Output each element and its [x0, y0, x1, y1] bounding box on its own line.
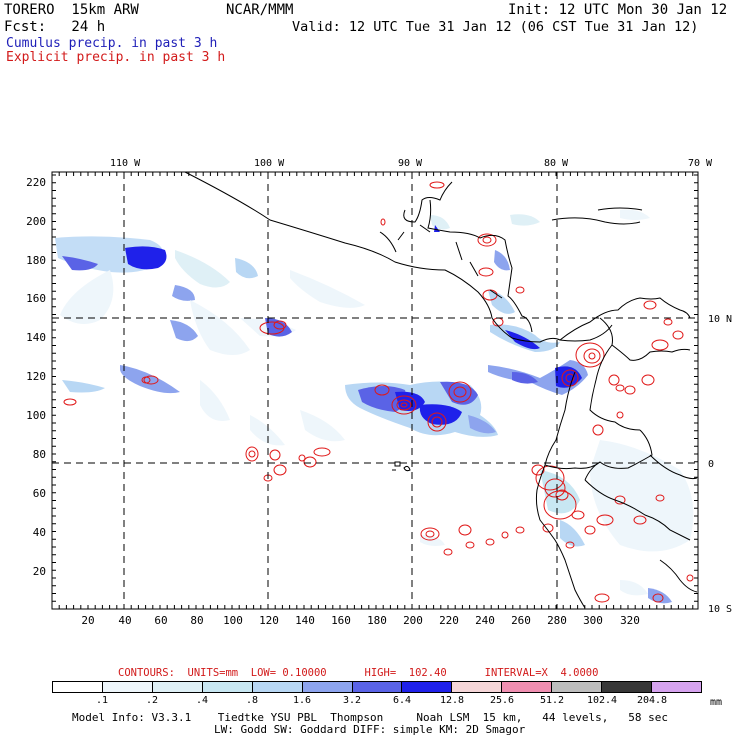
y-tick-label: 200 [26, 215, 46, 228]
lat-label-10s: 10 S [708, 604, 732, 615]
model-info: Model Info: V3.3.1 Tiedtke YSU PBL Thomp… [72, 711, 669, 724]
legend-label: .2 [145, 695, 159, 706]
legend-label: 12.8 [439, 695, 465, 706]
y-tick-label: 220 [26, 176, 46, 189]
legend-swatch [202, 682, 253, 692]
legend-label: .1 [95, 695, 109, 706]
legend-label: 1.6 [292, 695, 312, 706]
x-tick-label: 100 [223, 614, 243, 627]
lat-label-0: 0 [708, 459, 714, 470]
legend-swatch [352, 682, 403, 692]
legend-unit: mm [710, 697, 723, 708]
x-axis-labels: 20 40 60 80 100 120 140 160 180 200 220 … [81, 614, 640, 627]
contours-info: CONTOURS: UNITS=mm LOW= 0.10000 HIGH= 10… [118, 667, 599, 679]
x-tick-label: 120 [259, 614, 279, 627]
legend-label: 6.4 [392, 695, 412, 706]
legend-label: 102.4 [586, 695, 618, 706]
legend-swatch [652, 682, 701, 692]
precip-color-legend [52, 681, 702, 693]
y-axis-labels: 220 200 180 160 140 120 100 80 60 40 20 [26, 176, 46, 578]
lat-lon-grid [52, 172, 698, 609]
legend-swatch [53, 682, 103, 692]
legend-swatch [602, 682, 653, 692]
legend-swatch [402, 682, 453, 692]
x-tick-label: 200 [403, 614, 423, 627]
lon-label-80w: 80 W [544, 158, 569, 169]
x-tick-label: 180 [367, 614, 387, 627]
forecast-hour: Fcst: 24 h [4, 19, 106, 35]
legend-label: 204.8 [636, 695, 668, 706]
legend-swatch [502, 682, 553, 692]
lon-label-110w: 110 W [110, 158, 141, 169]
lon-label-100w: 100 W [254, 158, 285, 169]
organization-label: NCAR/MMM [226, 2, 294, 18]
cumulus-legend-label: Cumulus precip. in past 3 h [6, 36, 218, 51]
legend-label: .4 [195, 695, 209, 706]
x-tick-label: 160 [331, 614, 351, 627]
map-frame [51, 171, 699, 610]
x-tick-label: 40 [118, 614, 131, 627]
lat-label-10n: 10 N [708, 314, 732, 325]
x-tick-label: 300 [583, 614, 603, 627]
lon-label-70w: 70 W [688, 158, 713, 169]
y-tick-label: 140 [26, 331, 46, 344]
physics-info: LW: Godd SW: Goddard DIFF: simple KM: 2D… [214, 723, 526, 736]
legend-swatch [152, 682, 203, 692]
x-tick-label: 320 [620, 614, 640, 627]
y-tick-label: 60 [33, 487, 46, 500]
explicit-legend-label: Explicit precip. in past 3 h [6, 50, 226, 65]
longitude-labels: 110 W 100 W 90 W 80 W 70 W [110, 158, 713, 169]
y-tick-label: 40 [33, 526, 46, 539]
valid-time: Valid: 12 UTC Tue 31 Jan 12 (06 CST Tue … [292, 19, 699, 35]
y-tick-label: 120 [26, 370, 46, 383]
legend-swatch [452, 682, 503, 692]
legend-label: .8 [245, 695, 259, 706]
legend-swatch [552, 682, 603, 692]
latitude-labels: 10 N 0 10 S [708, 314, 732, 615]
axis-ticks [51, 172, 698, 610]
y-tick-label: 180 [26, 254, 46, 267]
legend-label: 25.6 [489, 695, 515, 706]
x-tick-label: 240 [475, 614, 495, 627]
legend-swatch [302, 682, 353, 692]
x-tick-label: 140 [295, 614, 315, 627]
y-tick-label: 20 [33, 565, 46, 578]
x-tick-label: 220 [439, 614, 459, 627]
legend-label: 3.2 [342, 695, 362, 706]
x-tick-label: 280 [547, 614, 567, 627]
x-tick-label: 80 [190, 614, 203, 627]
y-tick-label: 160 [26, 292, 46, 305]
legend-swatch [252, 682, 303, 692]
explicit-precip-contours [63, 181, 694, 603]
y-tick-label: 80 [33, 448, 46, 461]
x-tick-label: 20 [81, 614, 94, 627]
x-tick-label: 60 [154, 614, 167, 627]
legend-swatch [102, 682, 153, 692]
legend-label: 51.2 [539, 695, 565, 706]
cumulus-precip-shading [55, 209, 694, 604]
coastlines [184, 171, 698, 609]
model-title: TORERO 15km ARW [4, 2, 139, 18]
x-tick-label: 260 [511, 614, 531, 627]
lon-label-90w: 90 W [398, 158, 423, 169]
y-tick-label: 100 [26, 409, 46, 422]
init-time: Init: 12 UTC Mon 30 Jan 12 [508, 2, 728, 18]
